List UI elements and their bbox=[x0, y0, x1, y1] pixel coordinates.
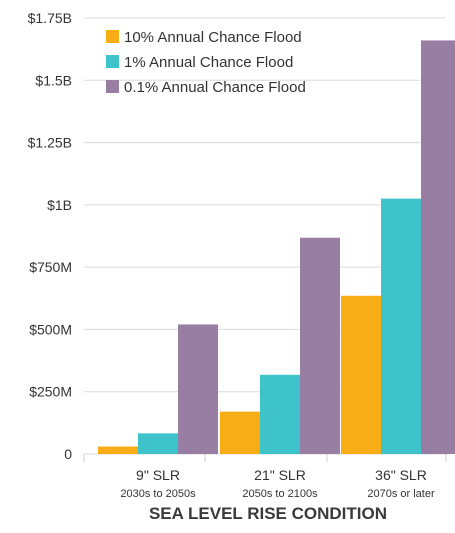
bar bbox=[220, 411, 260, 454]
y-axis-ticks: 0 $250M $500M $750M $1B $1.25B $1.5B $1.75B bbox=[28, 10, 73, 462]
y-tick-label: $500M bbox=[29, 321, 72, 337]
legend-swatch bbox=[106, 30, 119, 43]
y-tick-label: $250M bbox=[29, 384, 72, 400]
y-tick-label: $1.5B bbox=[35, 72, 72, 88]
y-tick-label: $1.25B bbox=[28, 135, 72, 151]
bar bbox=[421, 40, 455, 455]
legend-label: 1% Annual Chance Flood bbox=[124, 54, 293, 71]
y-tick-label: $1B bbox=[47, 197, 72, 213]
bar bbox=[178, 324, 218, 454]
y-tick-label: $1.75B bbox=[28, 10, 72, 26]
x-axis-title: SEA LEVEL RISE CONDITION bbox=[149, 504, 387, 523]
legend-swatch bbox=[106, 55, 119, 68]
bar bbox=[341, 295, 381, 454]
x-category-sublabel: 2070s or later bbox=[367, 488, 435, 500]
bar bbox=[381, 198, 421, 454]
bar bbox=[98, 446, 138, 454]
x-category-label: 36" SLR bbox=[375, 467, 427, 483]
legend-label: 0.1% Annual Chance Flood bbox=[124, 79, 306, 96]
y-tick-label: 0 bbox=[64, 446, 72, 462]
bar bbox=[300, 237, 340, 454]
x-category-label: 9" SLR bbox=[136, 467, 180, 483]
bar bbox=[260, 374, 300, 454]
x-axis-categories: 9" SLR 2030s to 2050s 21" SLR 2050s to 2100… bbox=[120, 467, 435, 500]
y-tick-label: $750M bbox=[29, 259, 72, 275]
legend-label: 10% Annual Chance Flood bbox=[124, 29, 302, 46]
bar bbox=[138, 433, 178, 454]
gridlines bbox=[83, 17, 447, 462]
x-category-sublabel: 2030s to 2050s bbox=[120, 488, 196, 500]
bars bbox=[98, 40, 455, 455]
x-category-label: 21" SLR bbox=[254, 467, 306, 483]
legend: 10% Annual Chance Flood 1% Annual Chance … bbox=[106, 29, 306, 96]
legend-swatch bbox=[106, 80, 119, 93]
x-category-sublabel: 2050s to 2100s bbox=[242, 488, 318, 500]
